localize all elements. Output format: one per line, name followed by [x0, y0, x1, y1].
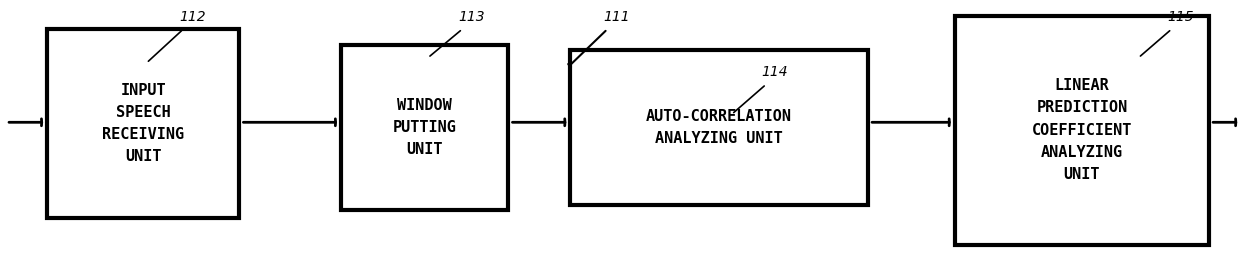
Text: 113: 113: [458, 10, 485, 24]
Bar: [341, 45, 508, 210]
Text: 115: 115: [1167, 10, 1194, 24]
Text: LINEAR
PREDICTION
COEFFICIENT
ANALYZING
UNIT: LINEAR PREDICTION COEFFICIENT ANALYZING …: [1032, 78, 1132, 182]
Text: 111: 111: [603, 10, 630, 24]
Text: 114: 114: [761, 65, 789, 79]
Bar: [955, 16, 1209, 245]
Bar: [570, 50, 868, 205]
Text: WINDOW
PUTTING
UNIT: WINDOW PUTTING UNIT: [393, 98, 456, 157]
Text: 112: 112: [179, 10, 206, 24]
Text: INPUT
SPEECH
RECEIVING
UNIT: INPUT SPEECH RECEIVING UNIT: [102, 83, 185, 164]
Text: AUTO-CORRELATION
ANALYZING UNIT: AUTO-CORRELATION ANALYZING UNIT: [646, 109, 792, 146]
Bar: [47, 29, 239, 218]
